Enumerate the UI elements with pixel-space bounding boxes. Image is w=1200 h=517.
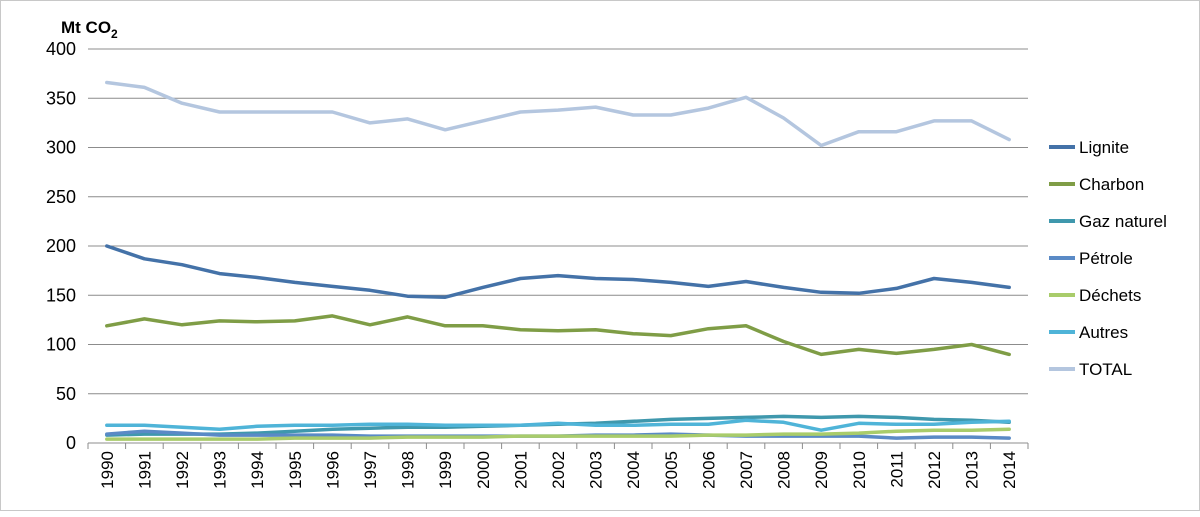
legend-label: Lignite: [1079, 138, 1129, 157]
x-tick-label: 1996: [323, 451, 342, 489]
y-tick-label: 50: [56, 384, 76, 404]
series-line-charbon: [105, 314, 1011, 357]
y-axis-title-main: Mt CO: [61, 18, 111, 37]
legend-label: Pétrole: [1079, 249, 1133, 268]
y-tick-label: 250: [46, 187, 76, 207]
series-lines: [105, 80, 1011, 441]
x-tick-label: 2005: [662, 451, 681, 489]
x-tick-label: 2014: [1000, 451, 1019, 489]
y-tick-label: 100: [46, 335, 76, 355]
x-tick-label: 2003: [587, 451, 606, 489]
y-axis-title-subscript: 2: [111, 27, 118, 41]
y-tick-label: 350: [46, 88, 76, 108]
x-tick-label: 2006: [699, 451, 718, 489]
x-tick-label: 2009: [812, 451, 831, 489]
legend: Lignite Charbon Gaz naturel Pétrole Déchets A…: [1049, 138, 1167, 379]
x-tick-label: 2001: [511, 451, 530, 489]
legend-label: Charbon: [1079, 175, 1144, 194]
y-tick-label: 400: [46, 39, 76, 59]
x-tick-label: 2000: [474, 451, 493, 489]
x-tick-label: 1992: [173, 451, 192, 489]
x-tick-label: 1998: [399, 451, 418, 489]
x-tick-label: 2002: [549, 451, 568, 489]
x-tick-label: 1994: [248, 451, 267, 489]
y-axis-title: Mt CO2: [61, 18, 118, 41]
x-tick-label: 2012: [925, 451, 944, 489]
series-line-lignite: [105, 244, 1011, 299]
y-tick-label: 200: [46, 236, 76, 256]
x-tick-label: 2008: [775, 451, 794, 489]
series-line-autres: [105, 418, 1011, 432]
x-tick-label: 1993: [211, 451, 230, 489]
legend-label: TOTAL: [1079, 360, 1132, 379]
x-tick-label: 2010: [850, 451, 869, 489]
grid-lines: [88, 48, 1028, 395]
x-tick-label: 1997: [361, 451, 380, 489]
series-line-d-chets: [105, 427, 1011, 441]
x-tick-label: 2013: [963, 451, 982, 489]
x-tick-label: 2011: [887, 451, 906, 488]
x-tick-label: 1999: [436, 451, 455, 489]
legend-label: Autres: [1079, 323, 1128, 342]
x-tick-label: 1995: [286, 451, 305, 489]
legend-label: Déchets: [1079, 286, 1141, 305]
legend-label: Gaz naturel: [1079, 212, 1167, 231]
x-tick-label: 1990: [98, 451, 117, 489]
x-tick-label: 2004: [624, 451, 643, 489]
y-tick-label: 150: [46, 285, 76, 305]
y-tick-label: 300: [46, 138, 76, 158]
axes: 0 50 100 150 200 250 300 350 400 1990 1991 1992 1993…: [46, 39, 1029, 489]
x-tick-label: 2007: [737, 451, 756, 489]
y-tick-label: 0: [66, 433, 76, 453]
series-line-total: [105, 80, 1011, 148]
x-tick-label: 1991: [135, 451, 154, 489]
